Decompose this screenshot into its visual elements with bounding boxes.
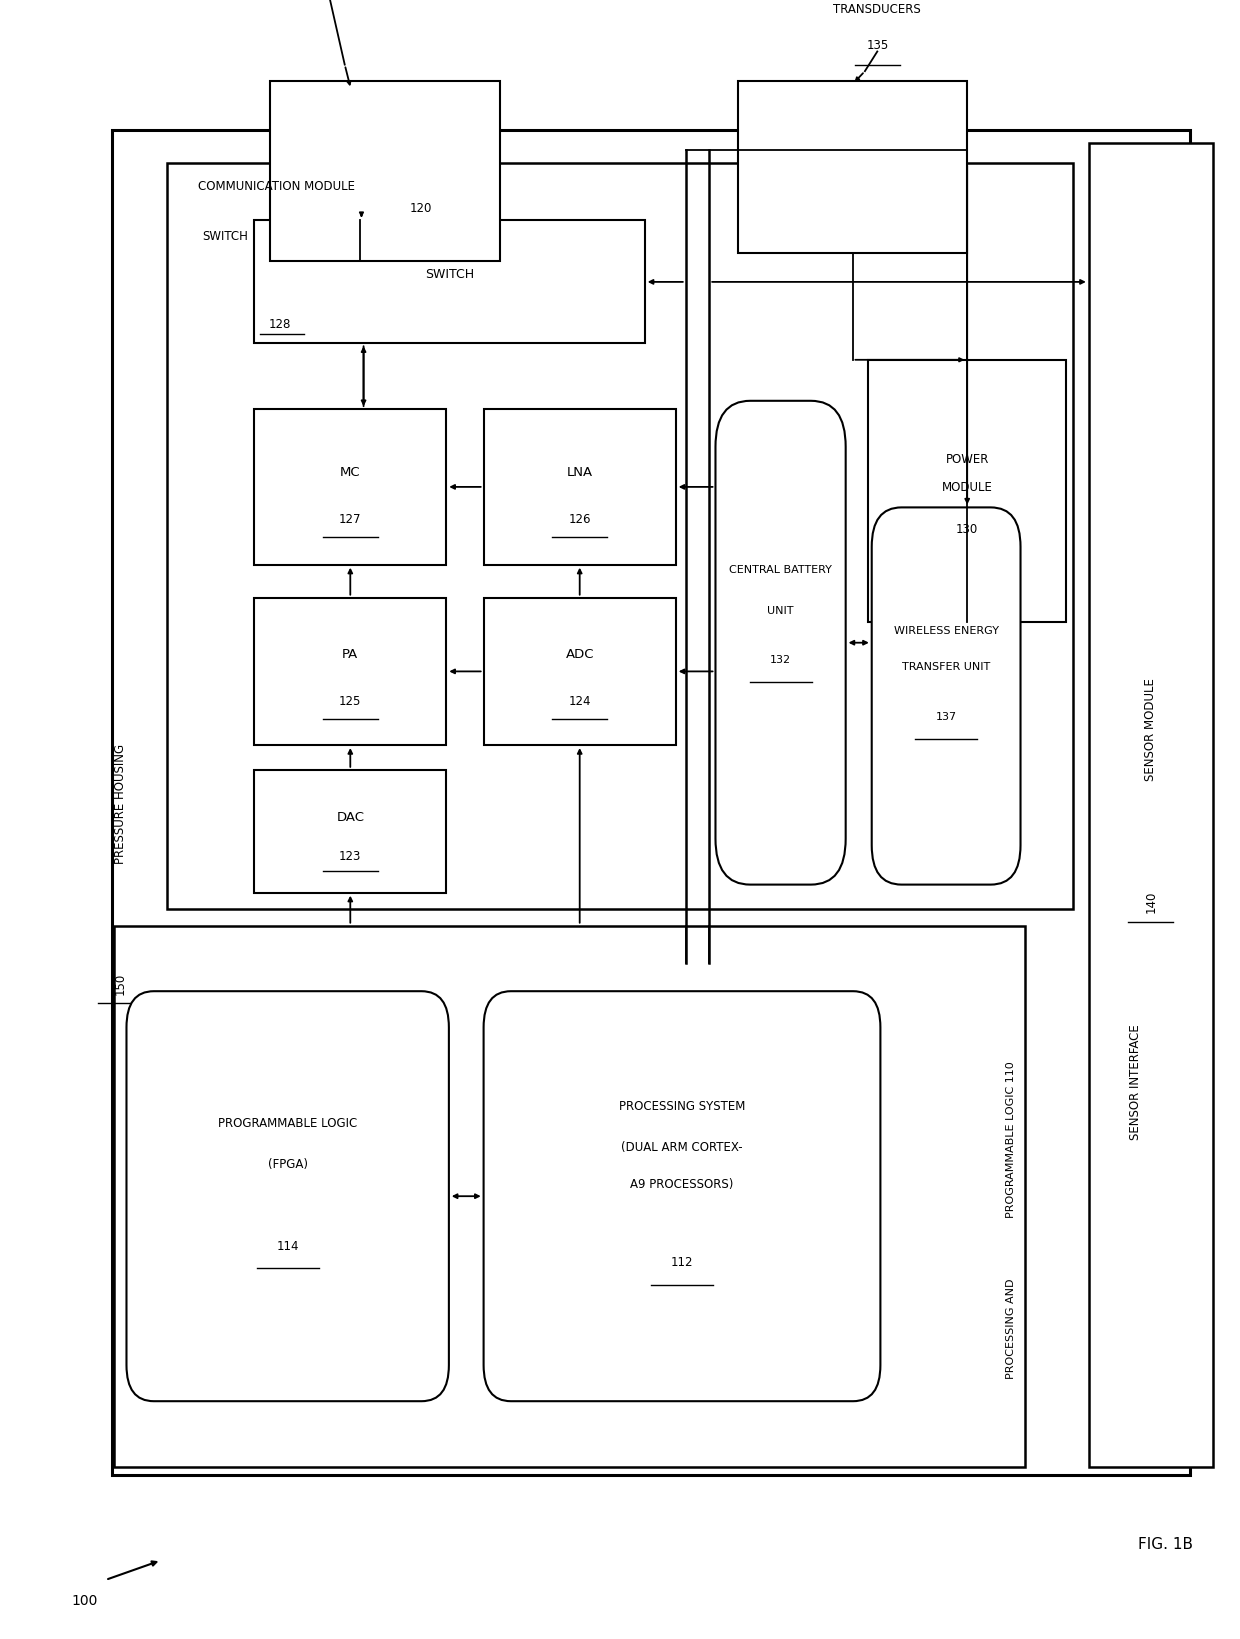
- Text: 130: 130: [956, 523, 978, 536]
- Text: 132: 132: [770, 654, 791, 665]
- Text: MODULE: MODULE: [941, 480, 993, 493]
- Text: MC: MC: [340, 465, 361, 479]
- Bar: [254, 221, 645, 344]
- Bar: [254, 410, 446, 565]
- FancyBboxPatch shape: [484, 992, 880, 1401]
- Bar: [254, 770, 446, 893]
- Text: PROGRAMMABLE LOGIC: PROGRAMMABLE LOGIC: [218, 1116, 357, 1129]
- Text: PROCESSING SYSTEM: PROCESSING SYSTEM: [619, 1100, 745, 1113]
- Text: 137: 137: [935, 711, 957, 721]
- Text: 114: 114: [277, 1239, 299, 1252]
- Bar: [484, 598, 676, 746]
- Text: 128: 128: [269, 318, 291, 331]
- FancyBboxPatch shape: [126, 992, 449, 1401]
- Text: 135: 135: [867, 39, 888, 52]
- FancyBboxPatch shape: [872, 508, 1021, 885]
- Text: 112: 112: [671, 1255, 693, 1269]
- Text: 100: 100: [71, 1593, 98, 1606]
- Text: WIRELESS ENERGY: WIRELESS ENERGY: [894, 626, 998, 636]
- Text: 140: 140: [1145, 890, 1157, 913]
- Bar: [868, 361, 1066, 623]
- Bar: [1089, 144, 1213, 1467]
- Text: 123: 123: [339, 851, 362, 862]
- Text: TRANSDUCERS: TRANSDUCERS: [833, 3, 921, 16]
- Text: FIG. 1B: FIG. 1B: [1138, 1536, 1193, 1552]
- Text: 127: 127: [339, 513, 362, 524]
- Text: CENTRAL BATTERY: CENTRAL BATTERY: [729, 564, 832, 575]
- FancyBboxPatch shape: [715, 402, 846, 885]
- Text: PROGRAMMABLE LOGIC 110: PROGRAMMABLE LOGIC 110: [1006, 1060, 1016, 1218]
- Text: SENSOR MODULE: SENSOR MODULE: [1145, 679, 1157, 780]
- Text: SWITCH: SWITCH: [425, 269, 474, 280]
- Bar: [167, 164, 1073, 910]
- Bar: [114, 926, 1025, 1467]
- Text: 126: 126: [568, 513, 591, 524]
- Bar: [112, 131, 1190, 1475]
- Text: UNIT: UNIT: [768, 605, 794, 616]
- Text: PA: PA: [342, 647, 358, 661]
- Text: LNA: LNA: [567, 465, 593, 479]
- Text: (FPGA): (FPGA): [268, 1157, 308, 1170]
- Text: 120: 120: [409, 202, 432, 215]
- Bar: [484, 410, 676, 565]
- Text: COMMUNICATION MODULE: COMMUNICATION MODULE: [198, 180, 356, 193]
- Text: A9 PROCESSORS): A9 PROCESSORS): [630, 1177, 734, 1190]
- Text: ADC: ADC: [565, 647, 594, 661]
- Bar: [254, 598, 446, 746]
- Text: 125: 125: [339, 695, 362, 708]
- Bar: [738, 82, 967, 254]
- Text: TRANSFER UNIT: TRANSFER UNIT: [901, 662, 991, 672]
- Text: PRESSURE HOUSING: PRESSURE HOUSING: [114, 742, 126, 864]
- Text: SENSOR INTERFACE: SENSOR INTERFACE: [1130, 1024, 1142, 1139]
- Text: PROCESSING AND: PROCESSING AND: [1006, 1277, 1016, 1378]
- Text: SWITCH: SWITCH: [202, 229, 248, 243]
- Text: DAC: DAC: [336, 811, 365, 823]
- Text: 124: 124: [568, 695, 591, 708]
- Text: 150: 150: [114, 972, 126, 995]
- Text: POWER: POWER: [946, 452, 988, 465]
- Text: (DUAL ARM CORTEX-: (DUAL ARM CORTEX-: [621, 1141, 743, 1154]
- Bar: [270, 82, 500, 262]
